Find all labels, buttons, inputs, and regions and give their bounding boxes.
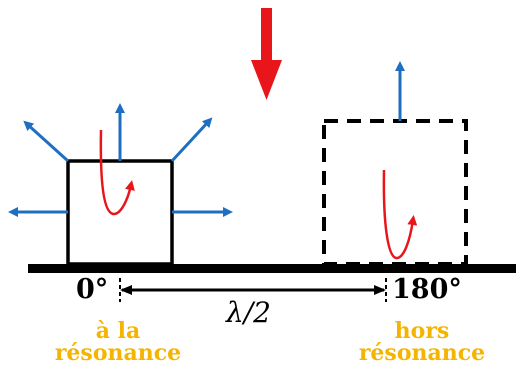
left-caption: à la résonance xyxy=(28,320,208,364)
left-caption-line1: à la xyxy=(95,318,141,344)
distance-arrow xyxy=(119,278,387,302)
curved-arrow-icon xyxy=(99,129,135,216)
curved-arrow-icon xyxy=(382,169,418,260)
right-caption-line1: hors xyxy=(394,318,450,344)
angle-left-label: 0° xyxy=(76,274,109,305)
resonant-box xyxy=(66,159,174,266)
right-caption: hors résonance xyxy=(332,320,512,364)
distance-label: λ/2 xyxy=(226,296,271,329)
arrow-icon xyxy=(23,120,70,163)
emission-arrows-left xyxy=(8,103,233,217)
arrow-icon xyxy=(170,117,213,163)
angle-right-label: 180° xyxy=(392,274,462,305)
non-resonant-box xyxy=(322,119,468,266)
down-arrow-icon xyxy=(251,8,282,100)
left-caption-line2: résonance xyxy=(54,340,182,366)
ground-line xyxy=(28,264,516,273)
right-caption-line2: résonance xyxy=(358,340,486,366)
